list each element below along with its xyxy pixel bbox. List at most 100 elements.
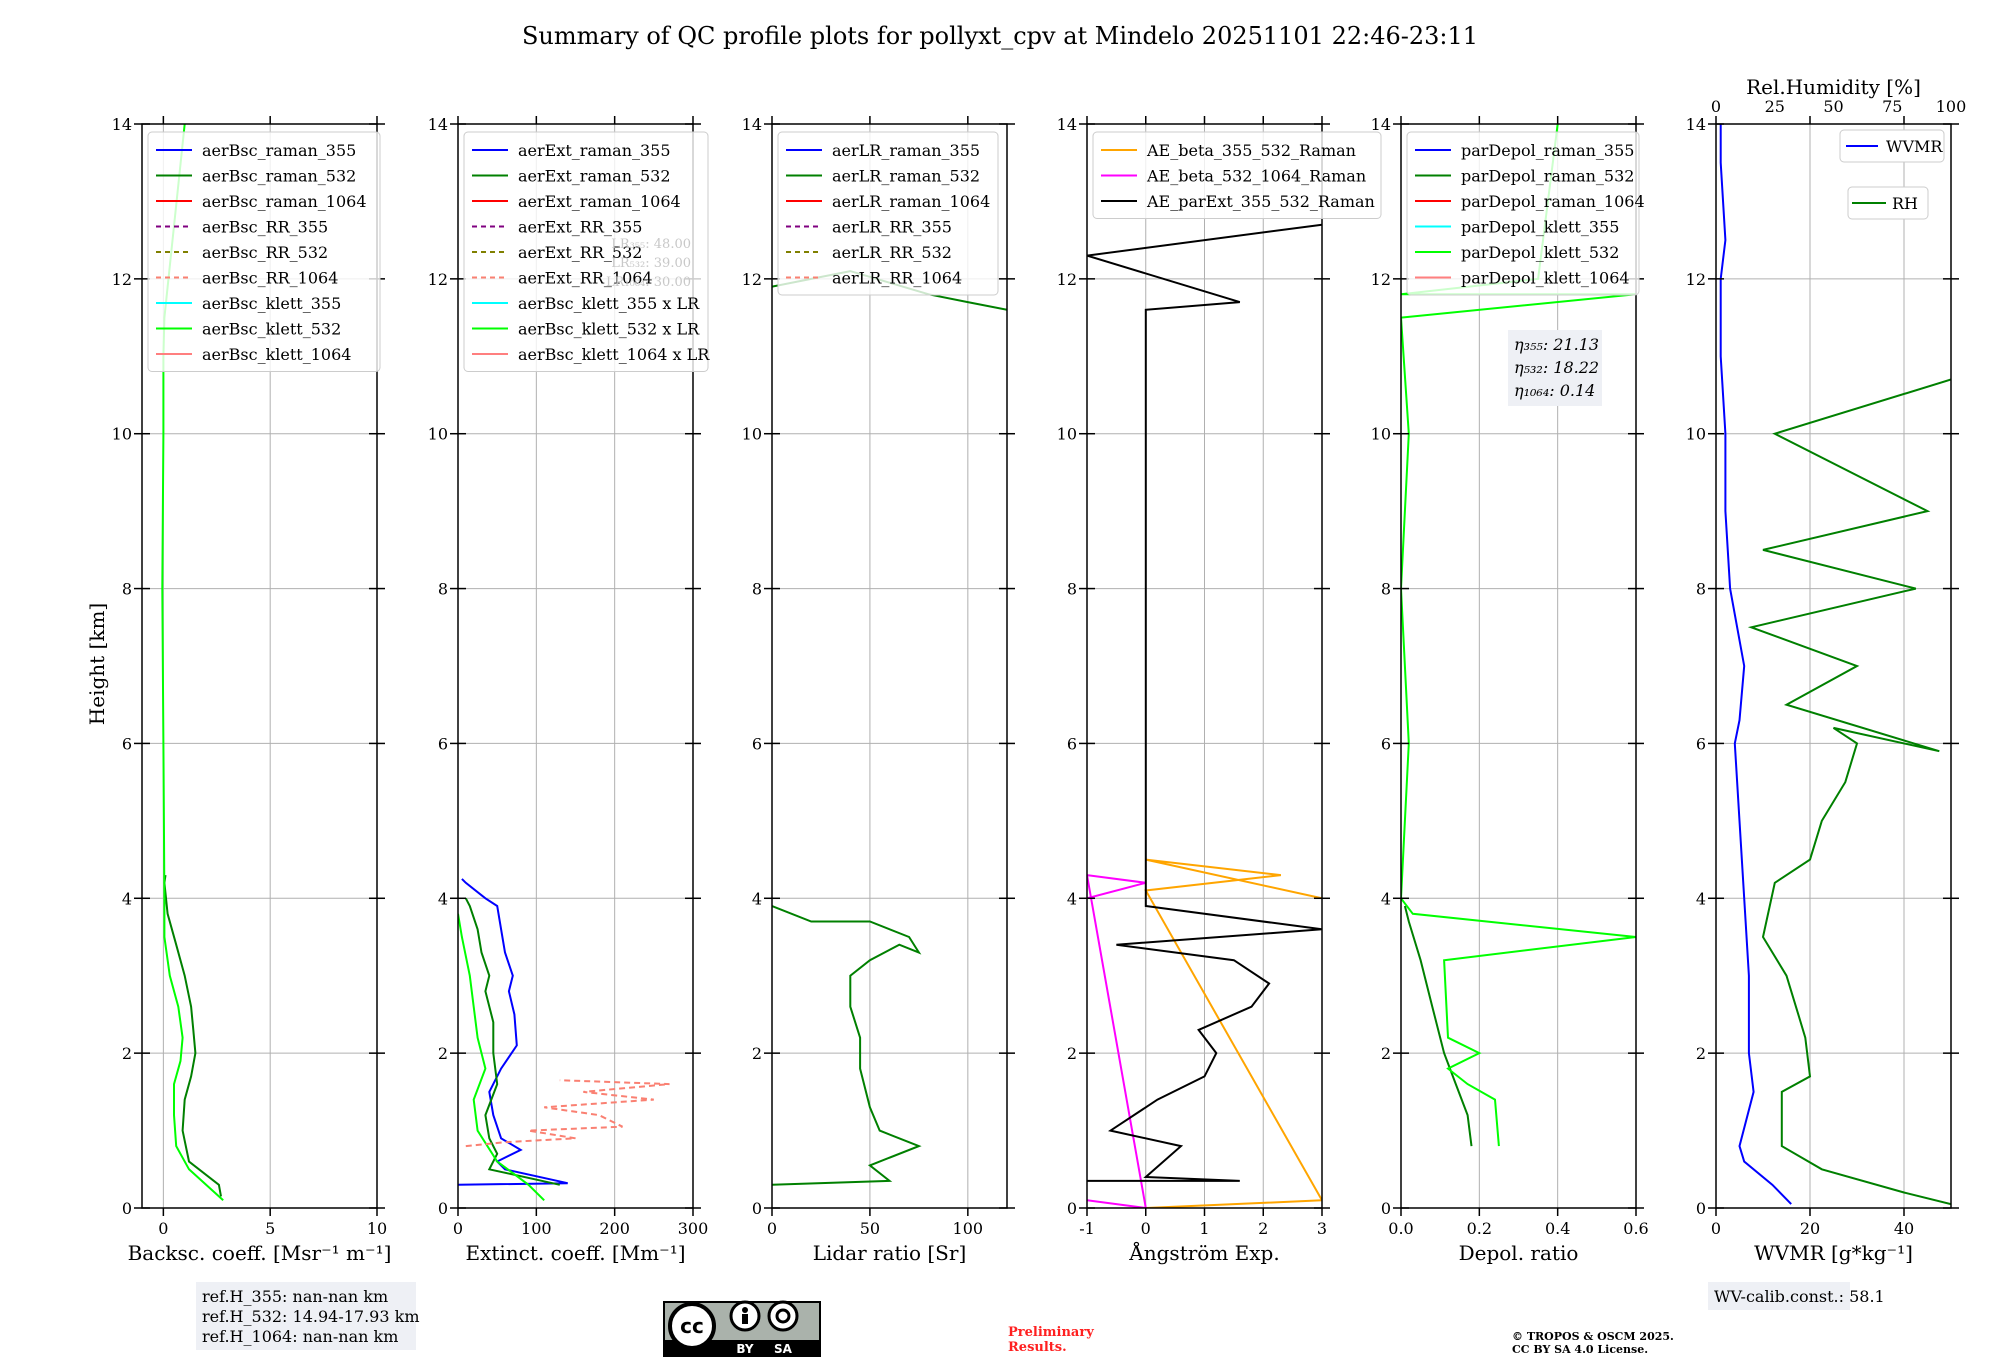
- eta-annotation: η₅₃₂: 18.22: [1514, 358, 1599, 377]
- y-tick-label: 14: [1371, 115, 1391, 134]
- x-tick-label: 20: [1800, 1219, 1820, 1238]
- y-tick-label: 4: [122, 889, 132, 908]
- legend-label: aerBsc_klett_355 x LR: [518, 294, 700, 313]
- x-tick-label: 0.0: [1388, 1219, 1413, 1238]
- x-tick-label: 0: [453, 1219, 463, 1238]
- y-tick-label: 4: [1381, 889, 1391, 908]
- legend-label: aerExt_RR_355: [518, 218, 642, 237]
- legend-label: aerBsc_klett_532 x LR: [518, 320, 700, 339]
- legend-label: aerLR_raman_532: [832, 167, 980, 186]
- copyright-line2: CC BY SA 4.0 License.: [1512, 1343, 1648, 1356]
- x2-tick-label: 0: [1711, 97, 1721, 116]
- y-tick-label: 0: [1381, 1199, 1391, 1218]
- wv-calib-box: WV-calib.const.: 58.1: [1708, 1282, 1885, 1310]
- eta-annotation: η₁₀₆₄: 0.14: [1514, 381, 1595, 400]
- legend-label: parDepol_raman_355: [1461, 141, 1634, 160]
- legend-label: parDepol_klett_1064: [1461, 269, 1630, 288]
- y-tick-label: 0: [1696, 1199, 1706, 1218]
- x-tick-label: 0.2: [1467, 1219, 1492, 1238]
- legend-label: aerExt_raman_355: [518, 141, 671, 160]
- y-tick-label: 8: [438, 580, 448, 599]
- series-wvmr: [1719, 124, 1792, 1205]
- y-tick-label: 12: [742, 270, 762, 289]
- y-tick-label: 6: [438, 734, 448, 753]
- y-tick-label: 14: [742, 115, 762, 134]
- wv-calib-text: WV-calib.const.: 58.1: [1714, 1287, 1885, 1306]
- ref-height-532: ref.H_532: 14.94-17.93 km: [202, 1307, 420, 1326]
- legend-label: aerLR_RR_532: [832, 243, 952, 262]
- x-axis-label: Depol. ratio: [1459, 1241, 1579, 1265]
- legend-label: aerExt_raman_532: [518, 167, 671, 186]
- legend-label: aerBsc_klett_532: [202, 320, 341, 339]
- ref-height-355: ref.H_355: nan-nan km: [202, 1287, 388, 1306]
- y-tick-label: 8: [1381, 580, 1391, 599]
- y-tick-label: 6: [752, 734, 762, 753]
- x-tick-label: 0.4: [1545, 1219, 1570, 1238]
- x-tick-label: 0: [1711, 1219, 1721, 1238]
- legend-label: aerLR_RR_355: [832, 218, 952, 237]
- x-tick-label: 3: [1317, 1219, 1327, 1238]
- legend-label: parDepol_klett_355: [1461, 218, 1619, 237]
- x-tick-label: -1: [1079, 1219, 1095, 1238]
- x-tick-label: 5: [265, 1219, 275, 1238]
- y-tick-label: 12: [112, 270, 132, 289]
- legend-label: aerExt_raman_1064: [518, 192, 681, 211]
- series-pardepol-raman-532: [1403, 905, 1473, 1147]
- series-aerlr-raman-532: [772, 905, 922, 1186]
- x-tick-label: 100: [953, 1219, 984, 1238]
- x-axis-label: Lidar ratio [Sr]: [813, 1241, 967, 1265]
- axes-frame: [141, 123, 378, 1209]
- legend-label: parDepol_raman_532: [1461, 167, 1634, 186]
- legend-label: RH: [1892, 194, 1918, 213]
- sa-label: SA: [774, 1342, 793, 1356]
- svg-text:cc: cc: [680, 1314, 704, 1338]
- y-tick-label: 2: [1381, 1044, 1391, 1063]
- legend-label: aerBsc_raman_532: [202, 167, 356, 186]
- x2-tick-label: 25: [1765, 97, 1785, 116]
- x-tick-label: 50: [860, 1219, 880, 1238]
- lr-annotation: LR₃₅₅: 48.00: [611, 237, 691, 252]
- x-tick-label: 10: [367, 1219, 387, 1238]
- x-axis-label: Extinct. coeff. [Mm⁻¹]: [465, 1241, 685, 1265]
- legend-label: aerExt_RR_532: [518, 243, 642, 262]
- y-axis-label: Height [km]: [85, 603, 109, 725]
- y-tick-label: 0: [438, 1199, 448, 1218]
- cc-license-badge: cc BY SA: [663, 1300, 821, 1357]
- y-tick-label: 10: [112, 425, 132, 444]
- y-tick-label: 4: [1067, 889, 1077, 908]
- y-tick-label: 2: [1067, 1044, 1077, 1063]
- y-tick-label: 6: [1381, 734, 1391, 753]
- preliminary-text-line1: Preliminary: [1008, 1325, 1094, 1340]
- y-tick-label: 10: [428, 425, 448, 444]
- x2-axis-label: Rel.Humidity [%]: [1746, 75, 1921, 99]
- series-ae-parext-355-532-raman: [1087, 223, 1322, 1182]
- legend-label: aerBsc_klett_1064 x LR: [518, 345, 710, 364]
- by-label: BY: [736, 1342, 753, 1356]
- legend-label: parDepol_klett_532: [1461, 243, 1619, 262]
- y-tick-label: 14: [112, 115, 132, 134]
- x-tick-label: 40: [1894, 1219, 1914, 1238]
- copyright-line1: © TROPOS & OSCM 2025.: [1512, 1330, 1674, 1343]
- series-aerext-rr-1064: [465, 1079, 670, 1148]
- y-tick-label: 4: [752, 889, 762, 908]
- y-tick-label: 10: [1057, 425, 1077, 444]
- x-tick-label: 2: [1258, 1219, 1268, 1238]
- legend-label: AE_parExt_355_532_Raman: [1146, 192, 1375, 211]
- y-tick-label: 6: [122, 734, 132, 753]
- panel-3: 0 2 4 6 8 10 12 14 0 50 100 Lidar ratio [Sr] aerLR_r…: [742, 115, 1015, 1265]
- legend-label: aerBsc_klett_355: [202, 294, 341, 313]
- y-tick-label: 4: [438, 889, 448, 908]
- y-tick-label: 12: [428, 270, 448, 289]
- legend: parDepol_raman_355 parDepol_raman_532 parD…: [1406, 131, 1645, 296]
- series-ae-beta-532-1064-raman: [1087, 874, 1147, 1208]
- x-axis-label: Ångström Exp.: [1128, 1240, 1279, 1265]
- y-tick-label: 0: [752, 1199, 762, 1218]
- x-axis-label: WVMR [g*kg⁻¹]: [1754, 1241, 1913, 1265]
- eta-annotation: η₃₅₅: 21.13: [1514, 335, 1599, 354]
- legend: aerBsc_raman_355 aerBsc_raman_532 aerBsc_r…: [147, 131, 381, 372]
- y-tick-label: 14: [428, 115, 448, 134]
- x2-tick-label: 100: [1936, 97, 1967, 116]
